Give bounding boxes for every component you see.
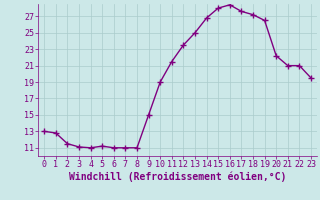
X-axis label: Windchill (Refroidissement éolien,°C): Windchill (Refroidissement éolien,°C) — [69, 172, 286, 182]
